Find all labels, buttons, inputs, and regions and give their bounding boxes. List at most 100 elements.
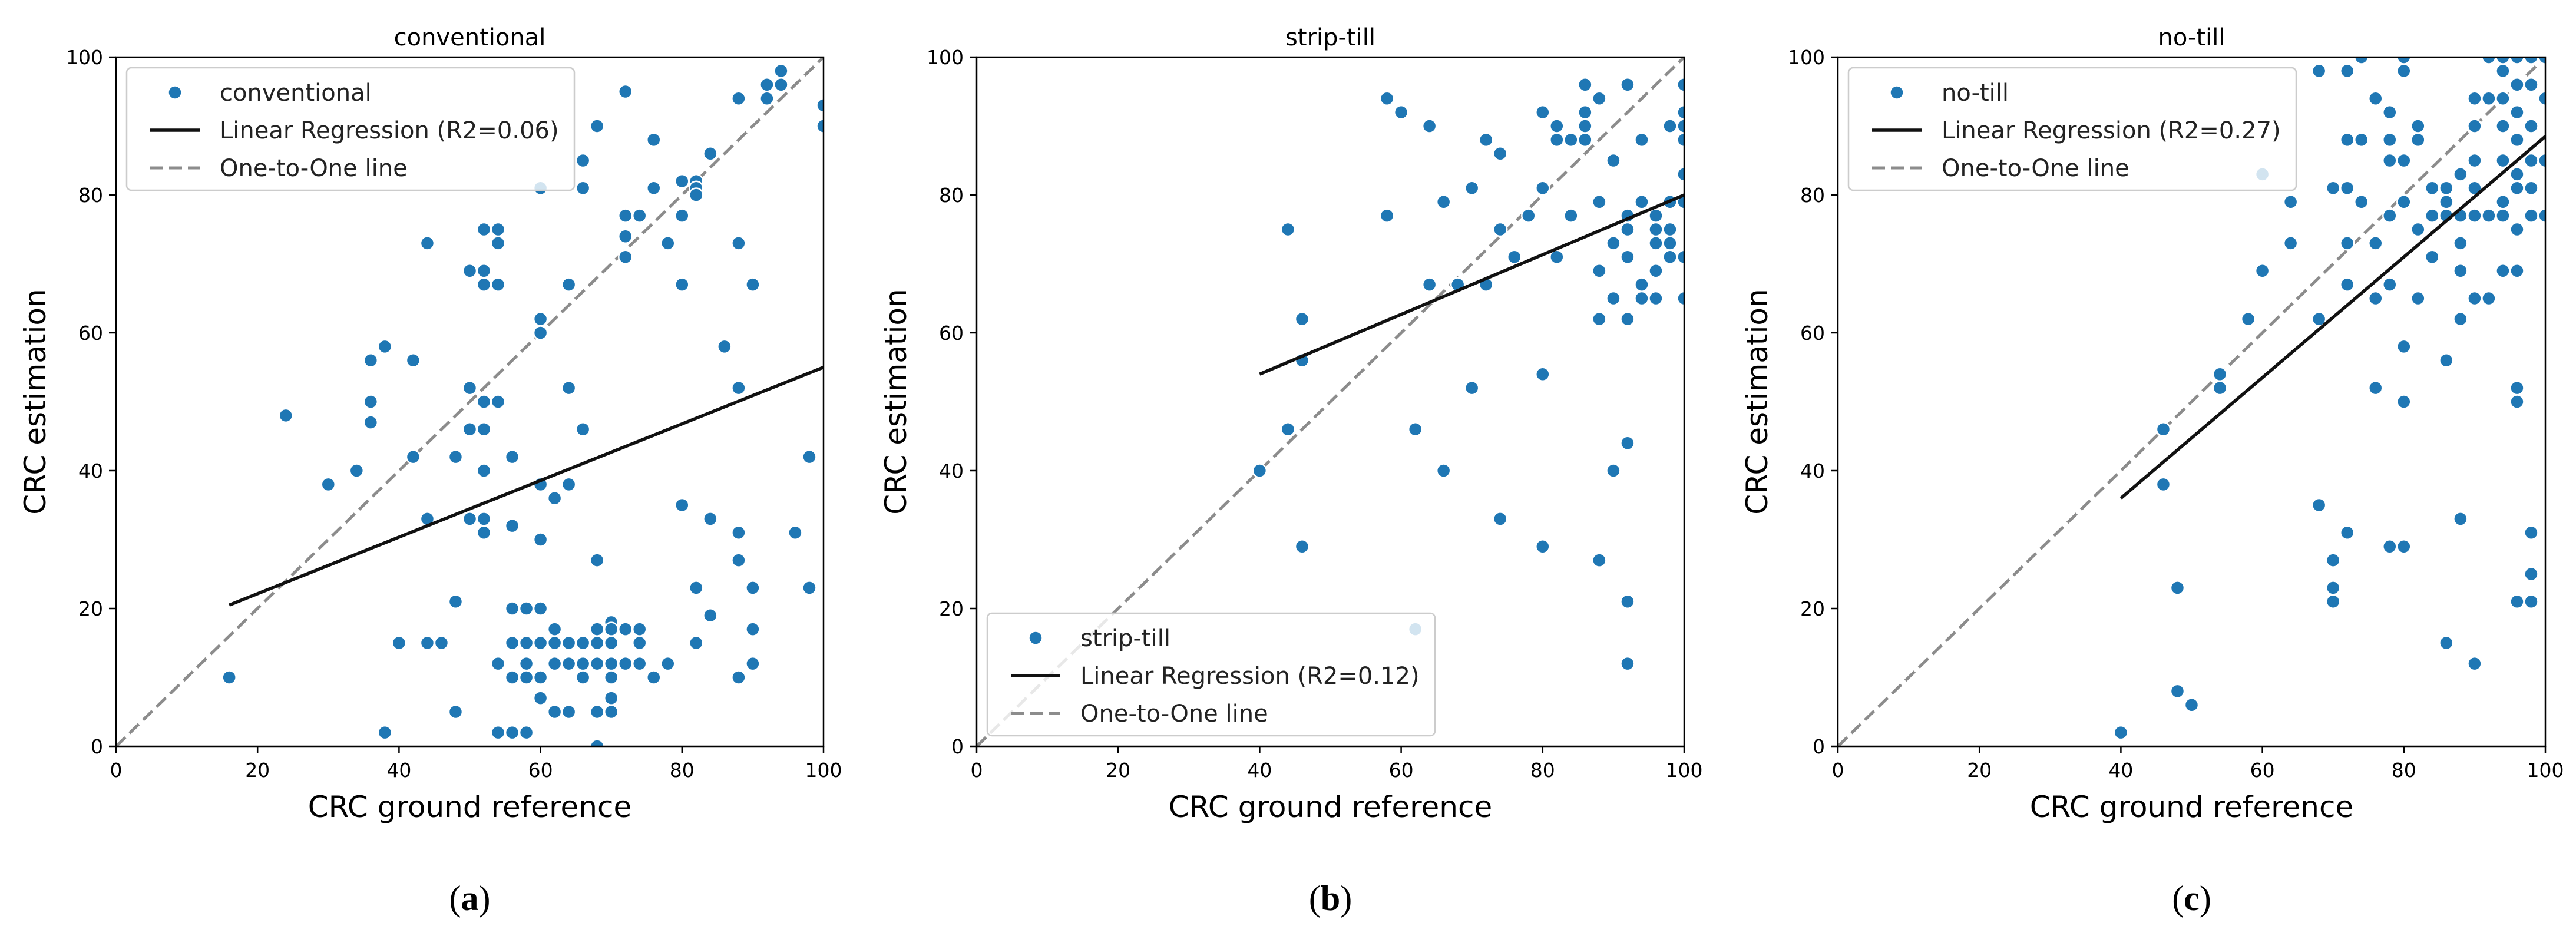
y-tick-label: 100: [66, 46, 103, 69]
x-tick-label: 100: [805, 759, 842, 782]
legend-label: Linear Regression (R2=0.27): [1942, 117, 2281, 144]
data-point: [2155, 477, 2171, 492]
data-point: [603, 621, 619, 637]
data-point: [1379, 208, 1395, 223]
legend-box: [1847, 67, 2297, 191]
y-tick-label: 80: [939, 184, 964, 207]
data-point: [533, 670, 548, 685]
data-point: [518, 725, 534, 740]
data-point: [518, 656, 534, 672]
data-point: [2396, 194, 2412, 210]
data-point: [476, 511, 492, 527]
data-point: [518, 670, 534, 685]
data-point: [2509, 380, 2525, 396]
data-point: [1521, 208, 1536, 223]
data-point: [561, 704, 577, 720]
data-point: [2467, 153, 2482, 168]
panel-label: (c): [2172, 879, 2211, 918]
data-point: [802, 580, 817, 596]
data-point: [547, 656, 563, 672]
data-point: [1436, 463, 1451, 478]
data-point: [320, 477, 336, 492]
data-point: [1535, 104, 1550, 120]
data-point: [2382, 104, 2398, 120]
data-point: [1620, 221, 1635, 237]
data-point: [533, 635, 548, 651]
data-point: [759, 77, 775, 92]
data-point: [2353, 57, 2369, 65]
data-point: [2339, 180, 2355, 196]
data-point: [2439, 635, 2454, 651]
data-point: [816, 118, 824, 134]
y-tick-label: 60: [939, 322, 964, 345]
data-point: [2254, 263, 2270, 279]
axes-frame: [1837, 56, 2547, 748]
data-point: [1421, 277, 1437, 292]
data-point: [2325, 180, 2341, 196]
data-point: [617, 229, 633, 244]
data-point: [1578, 132, 1593, 148]
y-tick-label: 100: [927, 46, 964, 69]
data-point: [2396, 153, 2412, 168]
data-point: [476, 525, 492, 541]
data-point: [689, 580, 704, 596]
data-point: [2524, 525, 2539, 541]
data-point: [646, 132, 662, 148]
data-point: [646, 180, 662, 196]
data-point: [2524, 118, 2539, 134]
data-point: [603, 656, 619, 672]
data-point: [1634, 132, 1649, 148]
data-point: [2495, 263, 2511, 279]
data-point: [589, 621, 605, 637]
data-point: [547, 704, 563, 720]
data-point: [674, 497, 690, 513]
data-point: [660, 656, 676, 672]
data-point: [1592, 263, 1607, 279]
x-tick-label: 20: [1967, 759, 1992, 782]
legend-box: [986, 612, 1436, 737]
data-point: [1620, 594, 1635, 610]
y-axis-label: CRC estimation: [1740, 289, 1774, 514]
data-point: [1592, 311, 1607, 327]
data-point: [2339, 132, 2355, 148]
data-point: [462, 263, 478, 279]
data-point: [617, 621, 633, 637]
data-point: [759, 91, 775, 106]
data-point: [1676, 249, 1684, 265]
data-point: [2382, 538, 2398, 554]
data-point: [2509, 104, 2525, 120]
data-point: [1563, 132, 1579, 148]
data-point: [745, 656, 760, 672]
data-point: [1535, 366, 1550, 382]
data-point: [221, 670, 237, 685]
data-point: [589, 635, 605, 651]
data-point: [1634, 290, 1649, 306]
data-point: [2495, 118, 2511, 134]
data-point: [2240, 311, 2256, 327]
data-point: [674, 277, 690, 292]
plot-area: [116, 57, 824, 746]
x-tick-label: 0: [971, 759, 983, 782]
data-point: [2283, 194, 2299, 210]
y-axis-label: CRC estimation: [879, 289, 913, 514]
data-point: [533, 311, 548, 327]
data-point: [476, 422, 492, 437]
data-point: [1676, 290, 1684, 306]
data-point: [1676, 132, 1684, 148]
data-point: [745, 580, 760, 596]
data-point: [1549, 118, 1565, 134]
legend-label: One-to-One line: [220, 155, 408, 182]
data-point: [504, 601, 520, 616]
data-point: [1662, 221, 1678, 237]
data-point: [1592, 91, 1607, 106]
data-point: [1648, 263, 1664, 279]
data-point: [603, 670, 619, 685]
data-point: [2311, 311, 2327, 327]
x-tick-label: 0: [110, 759, 123, 782]
data-point: [278, 408, 293, 424]
legend-box: [125, 67, 576, 191]
data-point: [2524, 77, 2539, 92]
x-tick-label: 20: [245, 759, 270, 782]
y-tick-label: 40: [939, 459, 964, 482]
data-point: [1648, 221, 1664, 237]
